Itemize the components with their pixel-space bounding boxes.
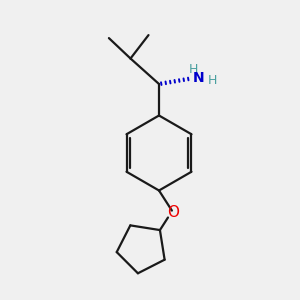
Text: H: H (189, 63, 198, 76)
Text: N: N (193, 71, 205, 85)
Text: H: H (207, 74, 217, 87)
Text: O: O (167, 205, 179, 220)
